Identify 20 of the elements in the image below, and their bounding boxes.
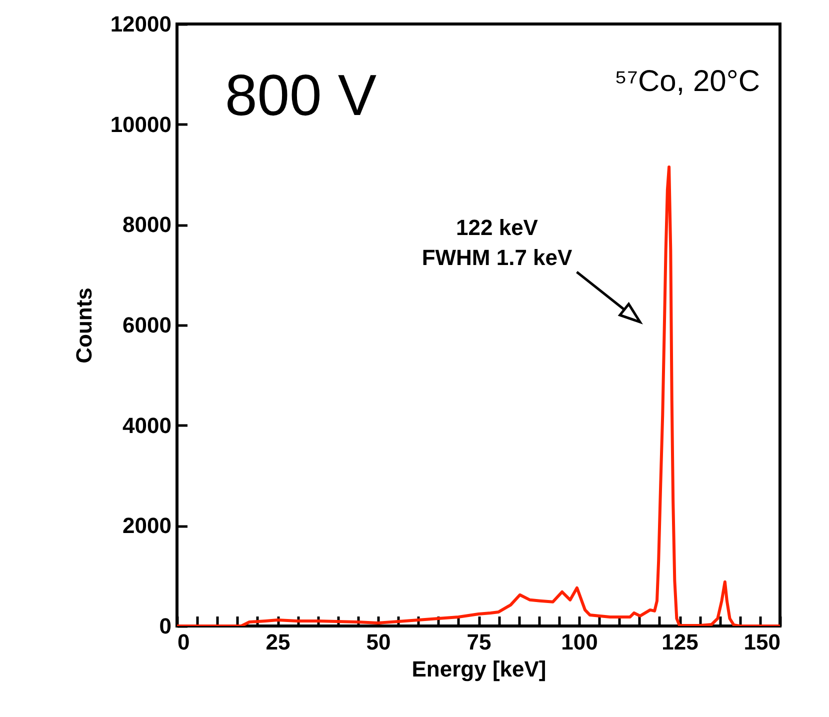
y-tick-label: 4000 xyxy=(122,412,172,438)
x-tick-label: 125 xyxy=(662,630,698,654)
y-tick-label: 10000 xyxy=(110,112,172,137)
y-tick-label: 8000 xyxy=(122,212,172,238)
annotation: 800 V xyxy=(225,63,377,128)
x-tick-label: 0 xyxy=(178,630,190,654)
line-series xyxy=(177,165,780,626)
x-tick-label: 50 xyxy=(366,630,391,654)
x-tick-label: 75 xyxy=(466,630,492,654)
y-tick-label: 2000 xyxy=(122,513,172,538)
y-axis-title: Counts xyxy=(71,288,96,364)
annotation: ⁵⁷Co, 20°C xyxy=(614,65,760,98)
x-tick-label: 100 xyxy=(561,630,598,654)
x-tick-label: 25 xyxy=(266,630,290,654)
y-tick-label: 6000 xyxy=(122,312,172,338)
annotation: 122 keV FWHM 1.7 keV xyxy=(422,215,573,270)
x-axis-title: Energy [keV] xyxy=(412,656,546,682)
x-tick-label: 150 xyxy=(744,630,780,654)
y-tick-label: 0 xyxy=(159,614,172,638)
y-tick-label: 12000 xyxy=(110,12,172,36)
